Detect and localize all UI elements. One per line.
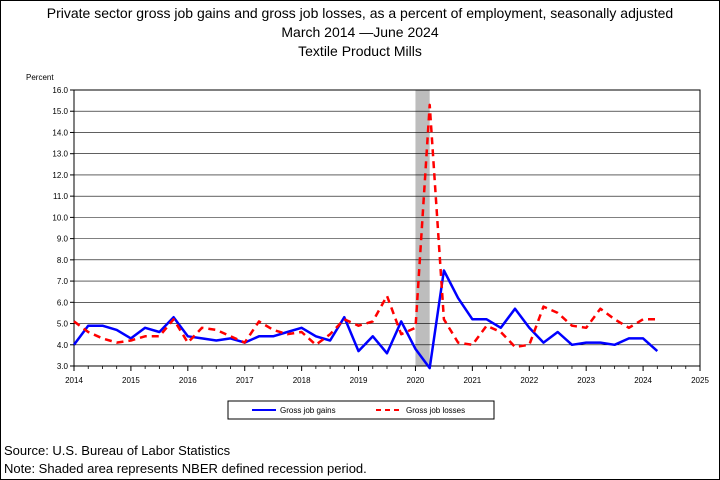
x-tick-label: 2019 xyxy=(350,376,368,385)
y-tick-label: 6.0 xyxy=(57,298,69,307)
y-tick-label: 12.0 xyxy=(52,171,68,180)
x-tick-label: 2015 xyxy=(122,376,140,385)
x-tick-label: 2023 xyxy=(577,376,595,385)
y-tick-label: 15.0 xyxy=(52,107,68,116)
x-tick-label: 2017 xyxy=(236,376,254,385)
y-tick-label: 3.0 xyxy=(57,362,69,371)
y-tick-label: 11.0 xyxy=(53,192,69,201)
x-tick-label: 2021 xyxy=(463,376,481,385)
source-note: Source: U.S. Bureau of Labor Statistics xyxy=(4,443,231,458)
x-tick-label: 2018 xyxy=(293,376,311,385)
x-tick-label: 2016 xyxy=(179,376,197,385)
y-tick-label: 14.0 xyxy=(52,128,68,137)
x-tick-label: 2022 xyxy=(520,376,538,385)
legend-label: Gross job gains xyxy=(280,406,336,415)
legend-label: Gross job losses xyxy=(406,406,465,415)
x-tick-label: 2014 xyxy=(65,376,83,385)
chart-title: Private sector gross job gains and gross… xyxy=(46,5,674,21)
series-line-gross-job-gains xyxy=(72,269,659,370)
y-axis-label: Percent xyxy=(26,73,54,82)
y-tick-label: 7.0 xyxy=(57,277,69,286)
y-tick-label: 13.0 xyxy=(52,150,68,159)
chart-subtitle-dates: March 2014 —June 2024 xyxy=(281,24,439,40)
legend: Gross job gains Gross job losses xyxy=(227,400,495,420)
y-tick-label: 10.0 xyxy=(52,213,68,222)
y-tick-label: 5.0 xyxy=(57,320,69,329)
chart-subtitle-industry: Textile Product Mills xyxy=(298,43,422,59)
x-tick-label: 2024 xyxy=(634,376,652,385)
x-tick-label: 2020 xyxy=(407,376,425,385)
y-tick-label: 8.0 xyxy=(57,256,69,265)
recession-note: Note: Shaded area represents NBER define… xyxy=(4,461,367,476)
x-tick-label: 2025 xyxy=(691,376,709,385)
y-tick-label: 9.0 xyxy=(57,235,69,244)
y-tick-label: 4.0 xyxy=(57,341,69,350)
y-tick-label: 16.0 xyxy=(52,86,68,95)
legend-box xyxy=(227,400,495,420)
series-line-gross-job-losses xyxy=(73,103,658,349)
